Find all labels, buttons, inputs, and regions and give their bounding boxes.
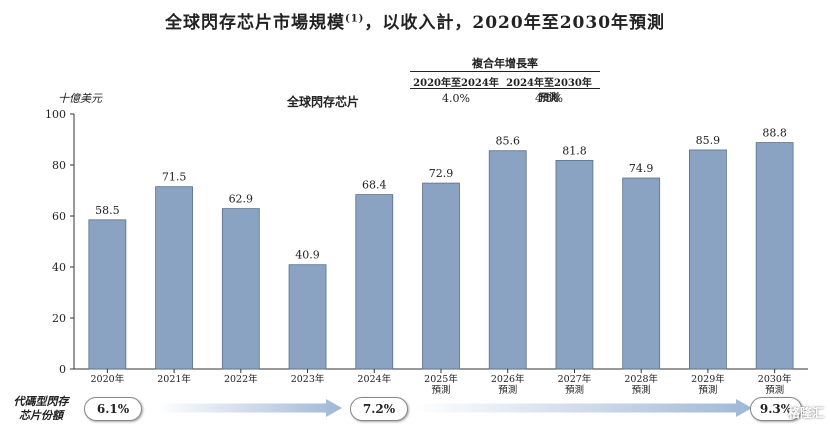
bar-value-label: 62.9	[229, 193, 254, 206]
bar	[155, 186, 193, 370]
bar-value-label: 71.5	[162, 171, 187, 184]
bar-value-label: 68.4	[362, 179, 387, 192]
cagr-header-2020-2024: 2020年至2024年	[413, 78, 499, 89]
y-tick-label: 60	[52, 210, 66, 223]
cagr-mid-rule	[410, 88, 600, 89]
watermark-logo: 格隆汇	[787, 406, 824, 420]
x-tick-label: 預測	[632, 384, 651, 396]
cagr-title: 複合年增長率	[472, 57, 538, 70]
cagr-value-2024-2030: 4.5%	[535, 92, 563, 105]
bar-value-label: 74.9	[629, 162, 654, 175]
x-tick-label: 預測	[565, 384, 584, 396]
x-tick-label: 預測	[765, 384, 784, 396]
bar-value-label: 58.5	[95, 204, 120, 217]
x-tick-label: 預測	[498, 384, 517, 396]
y-tick-label: 80	[52, 159, 66, 172]
y-tick-label: 40	[52, 261, 66, 274]
share-pill-2020: 6.1%	[84, 397, 142, 421]
x-tick-label: 預測	[698, 384, 717, 396]
y-axis-unit-label: 十億美元	[58, 92, 102, 105]
y-tick-label: 100	[45, 108, 66, 121]
x-tick-label: 2030年	[758, 373, 792, 385]
bar	[488, 150, 527, 370]
x-tick-label: 2020年	[91, 373, 125, 385]
y-tick-label: 20	[52, 312, 66, 325]
code-flash-share-label: 代碼型閃存 芯片份額	[13, 395, 69, 422]
chart-title: 全球閃存芯片市場規模(1)，以收入計，2020年至2030年預測	[164, 13, 666, 33]
bar	[689, 149, 727, 370]
x-tick-label: 2021年	[157, 373, 191, 385]
bar	[355, 194, 394, 370]
cagr-top-rule	[410, 71, 600, 72]
x-tick-label: 2022年	[224, 373, 258, 385]
cagr-value-2020-2024: 4.0%	[442, 92, 470, 105]
x-tick-label: 預測	[431, 384, 450, 396]
x-tick-label: 2023年	[291, 373, 325, 385]
bar	[288, 264, 327, 370]
share-arrow-2024-2030	[416, 399, 752, 417]
bar	[555, 160, 594, 370]
series-label: 全球閃存芯片	[287, 95, 360, 109]
bar	[755, 142, 794, 370]
bar-value-label: 85.9	[696, 134, 721, 147]
x-tick-label: 2029年	[691, 373, 725, 385]
bar-value-label: 88.8	[762, 127, 787, 140]
bar	[88, 219, 127, 370]
bar	[221, 208, 260, 370]
x-tick-label: 2026年	[491, 373, 525, 385]
x-tick-label: 2025年	[424, 373, 458, 385]
cagr-header-2024-2030: 2024年至2030年預測	[506, 78, 592, 104]
bar-value-label: 72.9	[429, 167, 454, 180]
bar-value-label: 40.9	[295, 249, 320, 262]
x-tick-label: 2024年	[357, 373, 391, 385]
share-pill-2030: 9.3%	[750, 397, 802, 421]
x-tick-label: 2028年	[624, 373, 658, 385]
bar-value-label: 85.6	[495, 135, 520, 148]
y-tick-label: 0	[59, 363, 66, 376]
x-tick-label: 2027年	[558, 373, 592, 385]
share-arrow-2020-2024	[158, 399, 342, 417]
bar	[622, 177, 661, 370]
bar-value-label: 81.8	[562, 144, 587, 157]
bar	[422, 182, 460, 370]
share-pill-2024: 7.2%	[350, 397, 408, 421]
